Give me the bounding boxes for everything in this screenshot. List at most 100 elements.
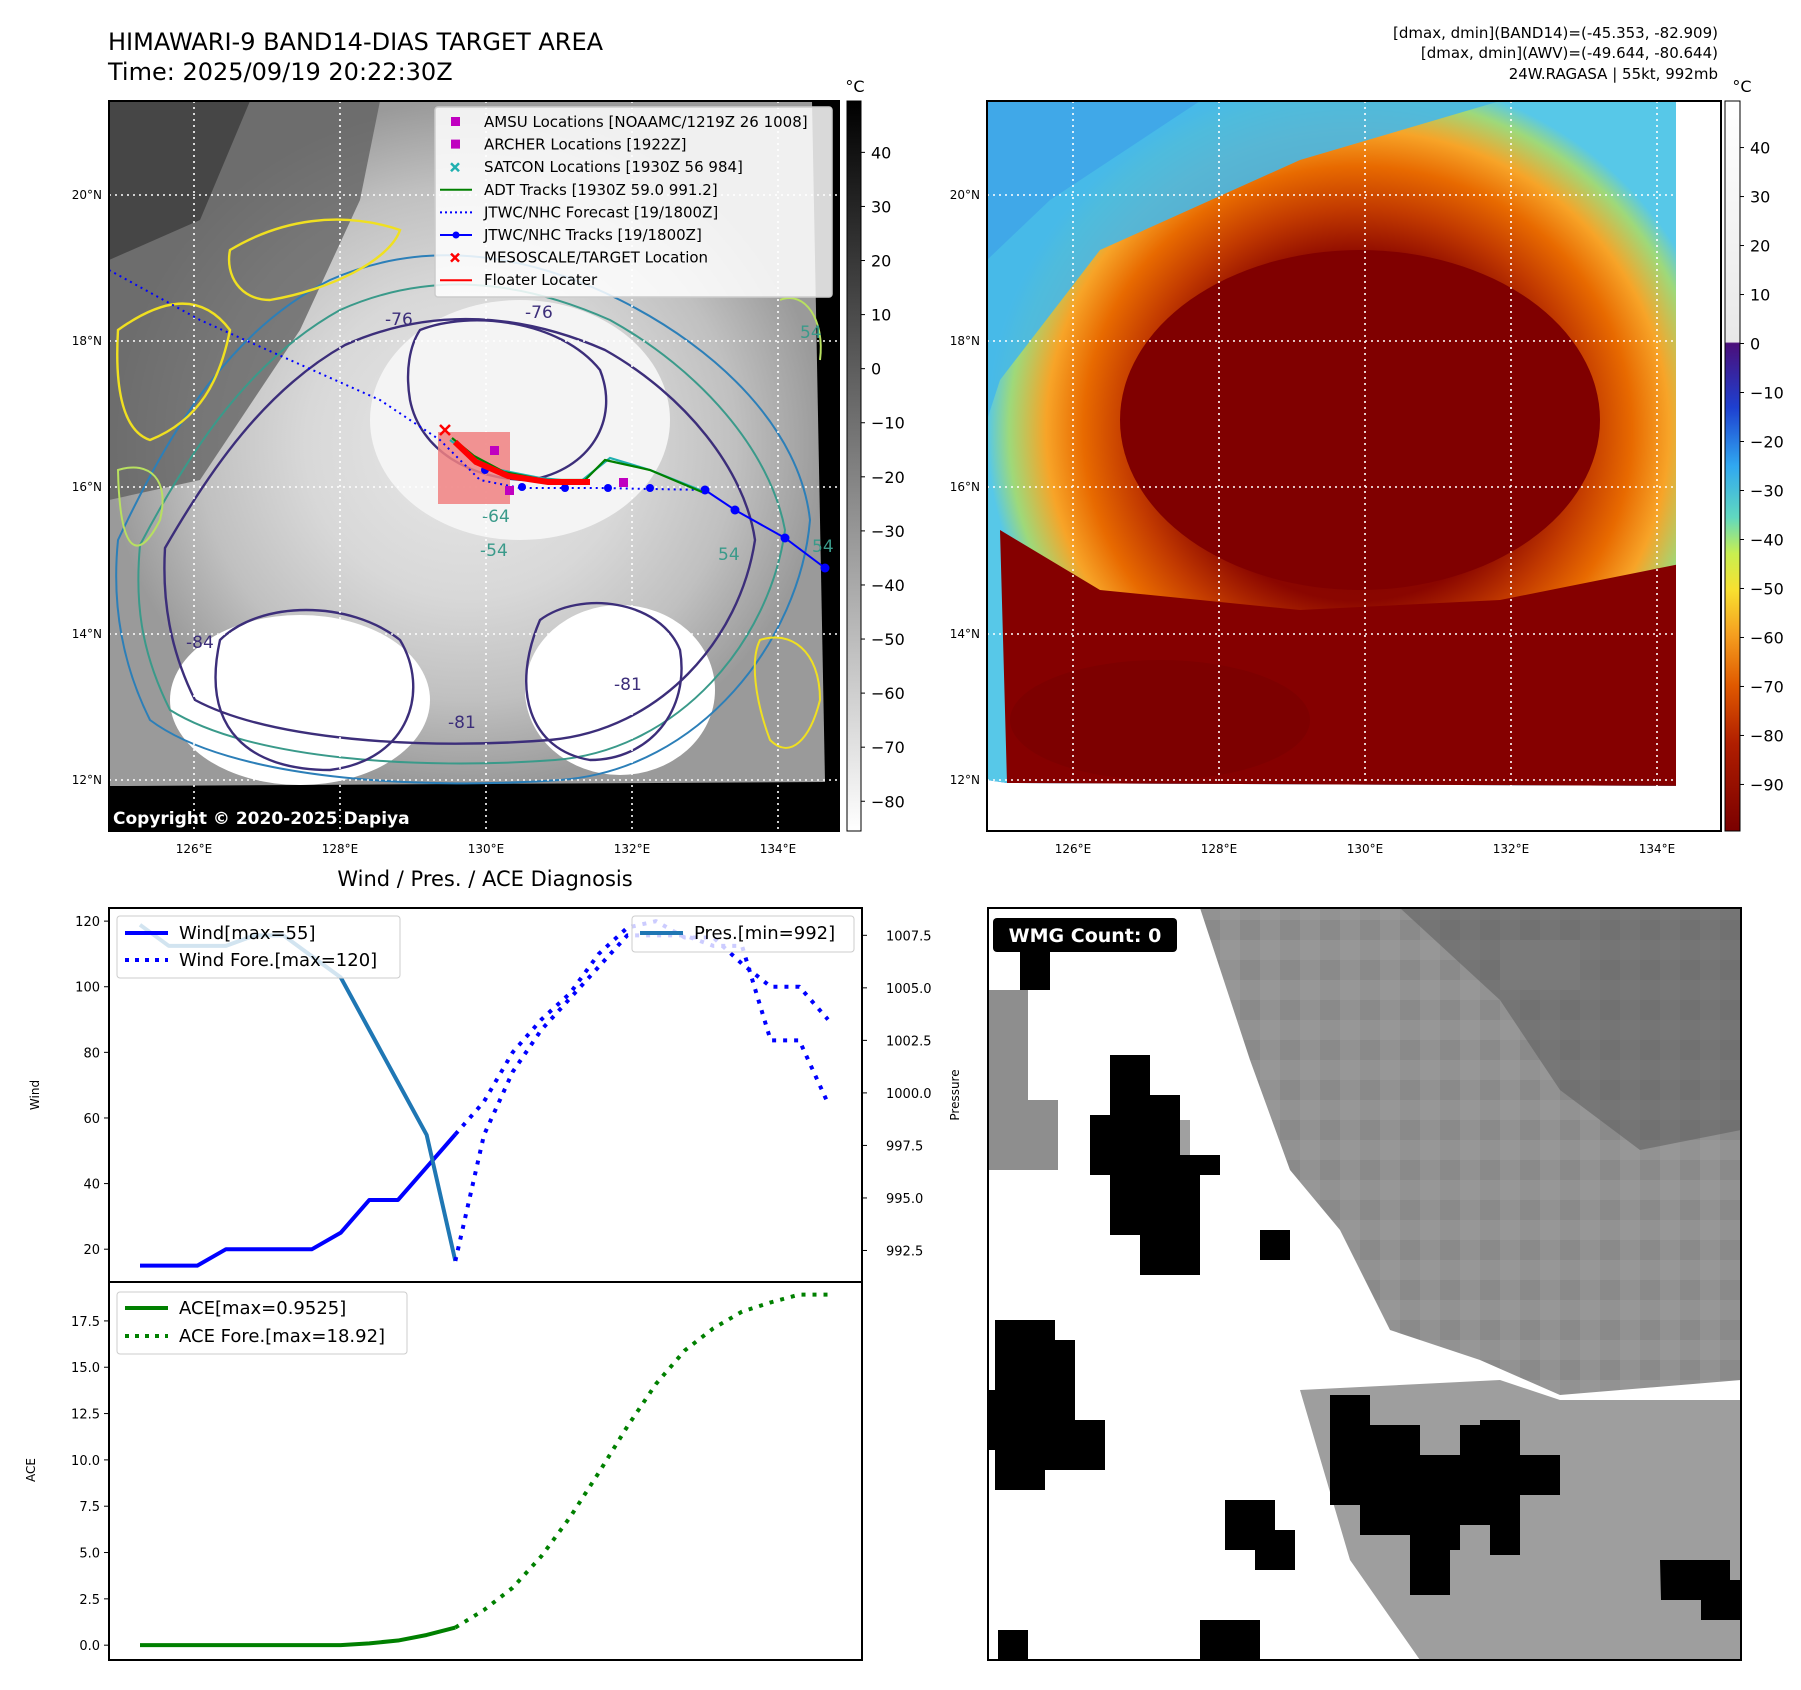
contour-label: -76	[385, 310, 413, 330]
ace-legend: ACE[max=0.9525] ACE Fore.[max=18.92]	[116, 1291, 408, 1355]
contour-mid	[137, 283, 787, 765]
pressure-ytick-label: 995.0	[886, 1192, 923, 1207]
ace-series-line-0	[140, 1625, 456, 1648]
series-line-1	[453, 919, 830, 1136]
legend-label: JTWC/NHC Forecast [19/1800Z]	[483, 203, 718, 221]
colorbar-tick-label: 40	[1750, 139, 1770, 158]
colorbar-tick-label: −60	[1750, 628, 1784, 647]
lon-tick: 130°E	[468, 842, 505, 856]
colorbar-tick-label: 0	[1750, 335, 1760, 354]
lat-tick: 14°N	[72, 627, 102, 641]
pressure-ytick-label: 992.5	[886, 1244, 923, 1259]
colorbar-tick-label: −70	[1750, 677, 1784, 696]
wmg-black-cluster	[1090, 1055, 1220, 1275]
jtwc-forecast-track	[109, 269, 706, 491]
lon-tick: 130°E	[1347, 842, 1384, 856]
legend-item: Floater Locater	[440, 271, 598, 289]
lon-tick: 134°E	[1639, 842, 1676, 856]
legend-item: SATCON Locations [1930Z 56 984]	[450, 158, 743, 176]
wind-legend: Wind[max=55] Wind Fore.[max=120]	[116, 915, 401, 979]
pressure-ytick-label: 997.5	[886, 1139, 923, 1154]
legend-label: MESOSCALE/TARGET Location	[484, 249, 708, 267]
contour-inner	[163, 317, 757, 745]
lat-tick: 18°N	[950, 334, 980, 348]
map-frame	[108, 100, 840, 832]
legend-item: MESOSCALE/TARGET Location	[450, 249, 708, 267]
legend-label: SATCON Locations [1930Z 56 984]	[484, 158, 743, 176]
wind-ytick-label: 40	[83, 1178, 100, 1193]
cold-cloud-sw	[170, 615, 430, 785]
diagnosis-title: Wind / Pres. / ACE Diagnosis	[337, 867, 632, 891]
floater-target-box	[438, 432, 510, 504]
legend-marker	[450, 252, 460, 263]
lat-tick: 20°N	[950, 188, 980, 202]
info-storm: 24W.RAGASA | 55kt, 992mb	[1509, 65, 1718, 83]
colorbar-tick-label: −40	[871, 576, 905, 595]
map-lat-ticks-right: 20°N 18°N 16°N 14°N 12°N	[950, 188, 980, 787]
legend-marker-dot	[452, 231, 460, 239]
ace-ylabel: ACE	[24, 1458, 38, 1482]
legend-label: AMSU Locations [NOAAMC/1219Z 26 1008]	[484, 113, 808, 131]
colorbar-tick-label: −90	[1750, 775, 1784, 794]
map-legend: AMSU Locations [NOAAMC/1219Z 26 1008] ARC…	[434, 106, 833, 298]
colorbar-tick-label: 30	[871, 197, 891, 216]
colorbar-tick-label: 10	[1750, 286, 1770, 305]
colorbar-tick-label: 20	[871, 252, 891, 271]
lat-tick: 16°N	[72, 480, 102, 494]
ace-ytick-label: 12.5	[71, 1408, 100, 1423]
lon-tick: 126°E	[1055, 842, 1092, 856]
floater-track	[452, 439, 590, 485]
lat-tick: 16°N	[950, 480, 980, 494]
info-awv: [dmax, dmin](AWV)=(-49.644, -80.644)	[1421, 44, 1718, 62]
amsu-marker-2	[619, 478, 628, 487]
lat-tick: 12°N	[950, 773, 980, 787]
pressure-ytick-label: 1007.5	[886, 929, 932, 944]
contour-label: 54	[718, 545, 740, 565]
pressure-ytick-label: 1005.0	[886, 982, 932, 997]
pressure-ytick-label: 1000.0	[886, 1087, 932, 1102]
colorbar-unit: °C	[845, 77, 864, 96]
colorbar-tick-label: −50	[871, 630, 905, 649]
legend-item: AMSU Locations [NOAAMC/1219Z 26 1008]	[451, 113, 808, 131]
contour-label: -81	[448, 713, 476, 733]
map-lon-ticks-right: 126°E 128°E 130°E 132°E 134°E	[1055, 842, 1676, 856]
colorbar-tick-label: −30	[871, 522, 905, 541]
archer-marker	[505, 486, 514, 495]
wind-ytick-label: 100	[75, 981, 100, 996]
pressure-ylabel: Pressure	[948, 1069, 962, 1120]
lon-tick: 128°E	[322, 842, 359, 856]
contour-label: 54	[812, 537, 834, 557]
wind-ytick-label: 80	[83, 1046, 100, 1061]
wmg-panel: WMG Count: 0	[987, 907, 1742, 1661]
legend-label: Floater Locater	[484, 271, 598, 289]
legend-label: ACE Fore.[max=18.92]	[179, 1326, 385, 1347]
wmg-label-box	[993, 918, 1177, 952]
contour-yellow-1	[116, 302, 232, 442]
lat-tick: 18°N	[72, 334, 102, 348]
colorbar-unit: °C	[1732, 77, 1751, 96]
cold-cloud-se	[525, 605, 715, 775]
colorbar-tick-label: −80	[871, 792, 905, 811]
colorbar-gray: °C 40 30 20 10 0 −10 −20 −30 −40 −50 −60 −70 −80	[845, 77, 905, 832]
contour-label: -76	[525, 303, 553, 323]
cold-core	[1120, 250, 1600, 590]
colorbar-tick-label: −10	[871, 414, 905, 433]
wind-ytick-label: 60	[83, 1112, 100, 1127]
legend-marker	[450, 162, 460, 173]
legend-label: Wind Fore.[max=120]	[179, 950, 377, 971]
map-lon-ticks: 126°E 128°E 130°E 132°E 134°E	[176, 842, 797, 856]
wind-ylabel: Wind	[28, 1080, 42, 1110]
ir-gray-map: -76 -76 -64 -54 -84 -81 -81 54 54 54	[108, 100, 840, 832]
contour-label: -64	[482, 507, 510, 527]
pressure-ytick-label: 1002.5	[886, 1034, 932, 1049]
colorbar-tick-label: −40	[1750, 530, 1784, 549]
lon-tick: 134°E	[760, 842, 797, 856]
legend-label: ACE[max=0.9525]	[179, 1298, 346, 1319]
colorbar-tick-label: −80	[1750, 726, 1784, 745]
info-band14: [dmax, dmin](BAND14)=(-45.353, -82.909)	[1393, 24, 1718, 42]
colorbar-tick-label: 10	[871, 306, 891, 325]
colorbar-tick-label: −30	[1750, 481, 1784, 500]
wmg-count-label: WMG Count: 0	[1009, 925, 1162, 947]
colorbar-tick-label: −10	[1750, 384, 1784, 403]
legend-marker	[451, 117, 460, 126]
